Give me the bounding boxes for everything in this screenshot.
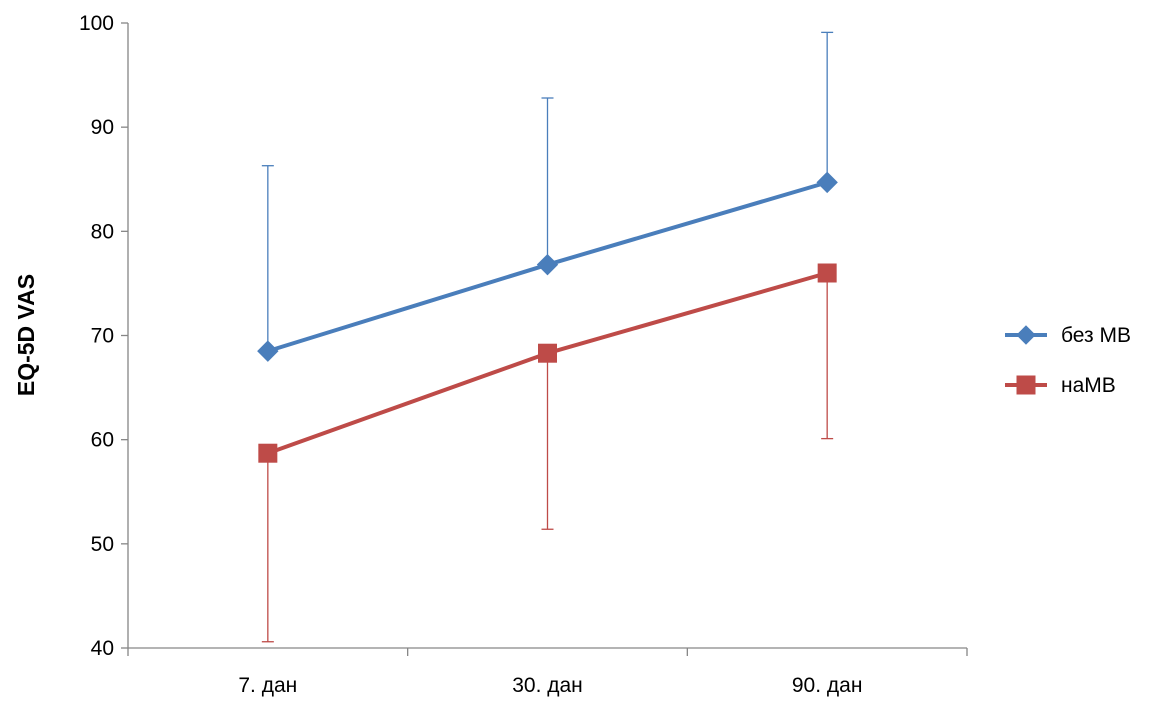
y-tick-label: 40 [91, 637, 114, 660]
y-tick-label: 90 [91, 116, 114, 139]
legend: без МВ наМВ [1005, 324, 1131, 397]
axes: 40 50 60 70 80 90 100 7. дан 30. дан 90. дан [79, 12, 968, 697]
data-point-square [538, 343, 557, 363]
y-tick-label: 70 [91, 325, 114, 348]
y-tick-label: 80 [91, 220, 114, 243]
legend-label: без МВ [1061, 324, 1131, 347]
legend-marker-square [1016, 375, 1036, 395]
data-point-square [258, 443, 278, 463]
y-tick-label: 50 [91, 533, 114, 556]
y-tick-label: 60 [91, 429, 114, 452]
data-point-diamond [536, 253, 559, 276]
y-axis-title: EQ-5D VAS [13, 274, 39, 396]
x-tick-label: 30. дан [512, 674, 583, 697]
y-ticks: 40 50 60 70 80 90 100 [79, 12, 128, 660]
x-tick-label: 7. дан [238, 674, 297, 697]
legend-marker-diamond [1016, 325, 1036, 345]
legend-item-bez-mv: без МВ [1005, 324, 1131, 347]
legend-label: наМВ [1061, 374, 1116, 397]
data-point-diamond [257, 340, 279, 362]
data-point-square [817, 263, 837, 283]
plot-area [257, 31, 838, 643]
x-tick-label: 90. дан [792, 674, 863, 697]
y-tick-label: 100 [79, 12, 114, 35]
data-point-diamond [816, 171, 838, 194]
legend-item-na-mv: наМВ [1005, 374, 1116, 397]
x-ticks: 7. дан 30. дан 90. дан [127, 648, 968, 697]
